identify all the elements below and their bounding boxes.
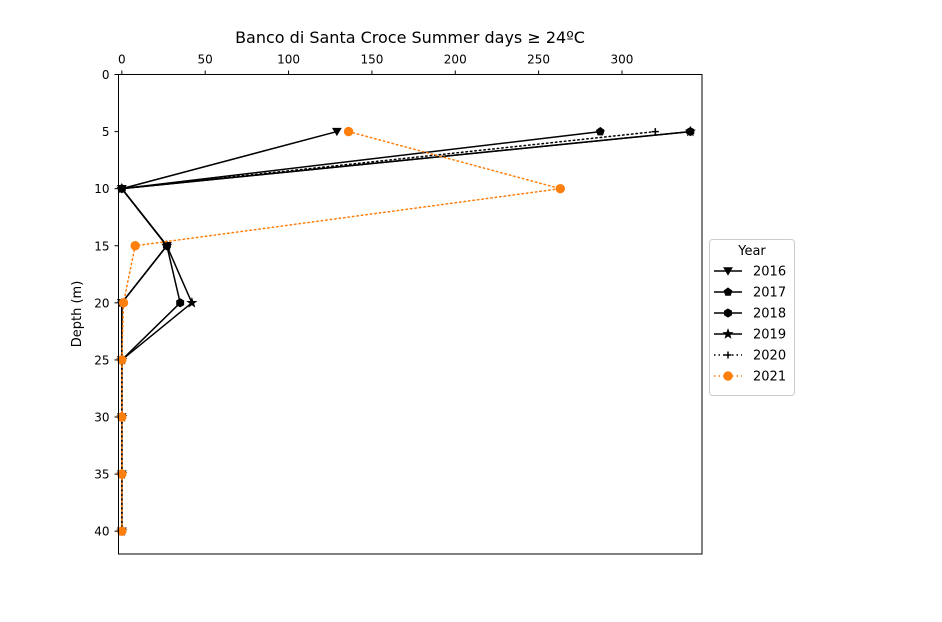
data-point-2018-3 [176, 298, 185, 308]
y-tick-label: 0 [102, 68, 110, 82]
x-tick-label: 150 [360, 53, 383, 67]
chart-title: Banco di Santa Croce Summer days ≥ 24ºC [235, 28, 585, 47]
series-2017 [117, 126, 605, 535]
y-tick-label: 40 [94, 525, 109, 539]
plot-series [116, 125, 696, 536]
y-tick-label: 30 [94, 411, 109, 425]
data-point-2020-1 [118, 185, 126, 193]
legend-label: 2019 [753, 328, 786, 343]
data-point-2016-0 [332, 127, 342, 137]
series-line-2018 [121, 130, 691, 532]
series-2018 [117, 127, 695, 536]
legend-item-2021: 2021 [714, 370, 786, 385]
data-point-2021-1 [555, 183, 565, 194]
series-line-2016 [121, 130, 338, 532]
x-axis: 0 50 100 150 200 250 300 [118, 53, 633, 75]
legend: Year 2016 2017 2018 2019 2020 2021 [709, 239, 795, 396]
y-axis-label: Depth (m) [70, 281, 85, 348]
data-point-2021-3 [118, 298, 129, 308]
y-tick-label: 15 [94, 239, 109, 253]
series-line-2020 [121, 130, 657, 532]
x-tick-label: 0 [118, 53, 126, 67]
legend-item-2016: 2016 [714, 265, 786, 280]
series-2019 [116, 125, 696, 536]
data-point-2020-2 [163, 242, 171, 250]
legend-item-2018: 2018 [714, 307, 786, 322]
legend-label: 2021 [753, 370, 786, 385]
legend-marker [724, 351, 732, 359]
legend-box [709, 239, 795, 396]
series-2021 [117, 126, 565, 536]
legend-item-2019: 2019 [714, 328, 786, 343]
legend-label: 2020 [753, 349, 786, 364]
series-line-2021 [121, 130, 562, 532]
legend-item-2020: 2020 [714, 349, 786, 364]
x-tick-label: 200 [444, 53, 467, 67]
data-point-2019-0 [684, 125, 696, 137]
legend-item-2017: 2017 [714, 286, 786, 301]
series-2020 [118, 128, 659, 535]
legend-marker [723, 267, 733, 276]
data-point-2021-2 [130, 241, 140, 251]
y-axis: 0 5 10 15 20 25 30 35 40 [94, 68, 119, 539]
legend-marker [722, 328, 734, 339]
legend-label: 2017 [753, 286, 786, 301]
legend-marker [723, 287, 733, 296]
x-tick-label: 50 [198, 53, 213, 67]
x-tick-label: 300 [611, 53, 634, 67]
series-line-2017 [121, 130, 601, 532]
data-point-2021-0 [343, 126, 354, 137]
plot-frame [118, 74, 703, 555]
y-tick-label: 35 [94, 468, 109, 482]
y-tick-label: 20 [94, 296, 109, 310]
data-point-2017-0 [595, 126, 605, 136]
data-point-2020-0 [651, 128, 659, 136]
series-line-2019 [121, 130, 691, 532]
legend-marker [723, 371, 733, 381]
legend-label: 2016 [753, 265, 786, 280]
legend-marker [724, 308, 732, 318]
legend-title: Year [737, 244, 766, 259]
x-tick-label: 100 [277, 53, 300, 67]
y-tick-label: 10 [94, 182, 109, 196]
x-tick-label: 250 [527, 53, 550, 67]
y-tick-label: 25 [94, 353, 109, 367]
y-tick-label: 5 [102, 125, 110, 139]
legend-label: 2018 [753, 307, 786, 322]
data-point-2019-3 [186, 296, 198, 308]
